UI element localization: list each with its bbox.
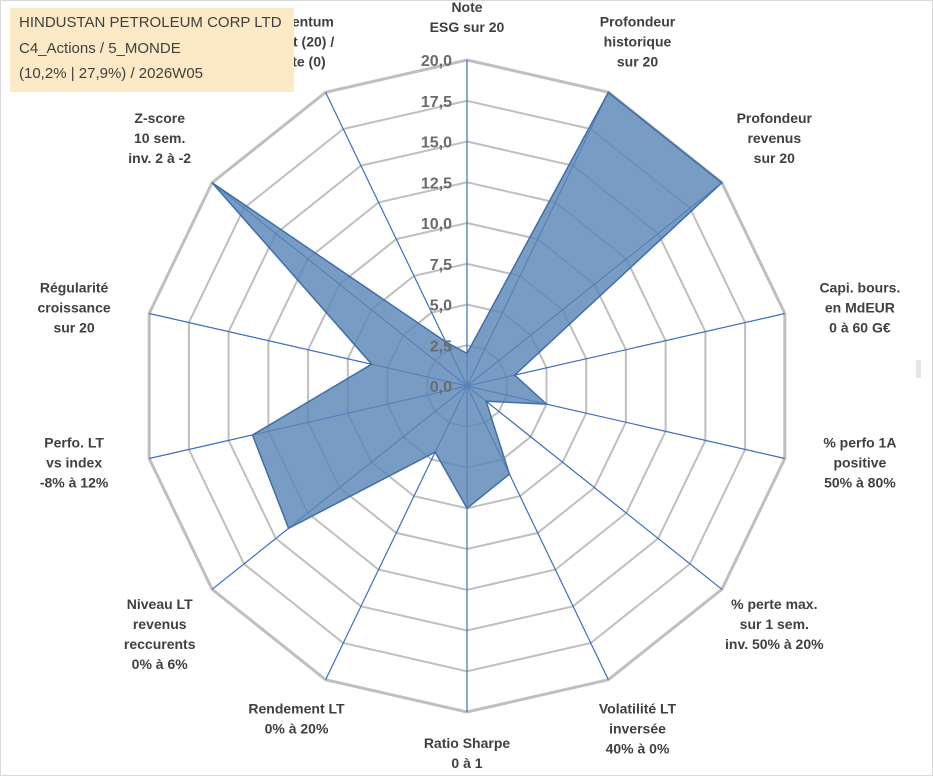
tick-label: 5,0 bbox=[430, 298, 452, 315]
axis-label: Niveau LT revenus reccurents 0% à 6% bbox=[124, 596, 196, 672]
axis-label-line: Z-score bbox=[134, 110, 185, 126]
portfolio-label: C4_Actions / 5_MONDE bbox=[19, 40, 181, 57]
axis-label-line: positive bbox=[833, 454, 886, 470]
axis-label-line: 10 sem. bbox=[134, 130, 185, 146]
axis-label-line: 0% à 6% bbox=[132, 656, 189, 672]
tick-label: 10,0 bbox=[421, 216, 452, 233]
axis-label-line: Ratio Sharpe bbox=[424, 735, 511, 751]
axis-label: Z-score 10 sem. inv. 2 à -2 bbox=[128, 110, 191, 166]
axis-label-line: Profondeur bbox=[600, 14, 676, 30]
axis-label-line: historique bbox=[604, 34, 672, 50]
axis-spoke bbox=[325, 92, 468, 387]
axis-label-line: 0% à 20% bbox=[265, 721, 329, 737]
radar-series bbox=[211, 91, 724, 530]
axis-label-line: sur 20 bbox=[53, 320, 94, 336]
data-point bbox=[508, 473, 510, 475]
data-point bbox=[288, 527, 290, 529]
axis-label-line: -8% à 12% bbox=[40, 474, 109, 490]
axis-label-line: 0 à 1 bbox=[451, 755, 482, 771]
axis-label-line: Volatilité LT bbox=[599, 701, 677, 717]
axis-label-line: en MdEUR bbox=[825, 300, 895, 316]
data-point bbox=[721, 182, 723, 184]
axis-label: Rendement LT 0% à 20% bbox=[248, 701, 345, 737]
axis-label-line: % perte max. bbox=[731, 596, 817, 612]
axis-label-line: 0 à 60 G€ bbox=[829, 320, 891, 336]
tick-label: 12,5 bbox=[421, 175, 452, 192]
data-point bbox=[434, 451, 436, 453]
axis-label-line: ESG sur 20 bbox=[430, 19, 505, 35]
axis-label-line: inv. 2 à -2 bbox=[128, 150, 191, 166]
axis-label-line: inversée bbox=[609, 721, 666, 737]
axis-label-line: revenus bbox=[747, 130, 801, 146]
data-point bbox=[607, 91, 609, 93]
axis-label-line: 50% à 80% bbox=[824, 474, 896, 490]
axis-label-line: Régularité bbox=[40, 280, 109, 296]
axis-label-line: Rendement LT bbox=[248, 701, 345, 717]
axis-label-line: Capi. bours. bbox=[819, 280, 900, 296]
axis-label-line: % perfo 1A bbox=[823, 434, 896, 450]
scroll-handle[interactable] bbox=[916, 360, 921, 378]
axis-label: Perfo. LT vs index -8% à 12% bbox=[40, 434, 109, 490]
axis-label: Profondeur historique sur 20 bbox=[600, 14, 676, 70]
axis-label-line: sur 20 bbox=[617, 54, 658, 70]
axis-label: % perte max. sur 1 sem. inv. 50% à 20% bbox=[725, 596, 824, 652]
axis-label-line: sur 20 bbox=[754, 150, 795, 166]
data-point bbox=[485, 400, 487, 402]
data-point bbox=[466, 352, 468, 354]
axis-label: Capi. bours. en MdEUR 0 à 60 G€ bbox=[819, 280, 900, 336]
axis-label-line: 40% à 0% bbox=[606, 741, 670, 757]
data-point bbox=[371, 363, 373, 365]
axis-label: Ratio Sharpe 0 à 1 bbox=[424, 735, 511, 771]
axis-label-line: croissance bbox=[38, 300, 111, 316]
tick-label: 7,5 bbox=[430, 257, 452, 274]
axis-label-line: sur 1 sem. bbox=[740, 616, 809, 632]
data-point bbox=[252, 434, 253, 436]
data-point bbox=[466, 507, 468, 509]
tick-label: 20,0 bbox=[421, 53, 452, 70]
axis-label: Volatilité LT inversée 40% à 0% bbox=[599, 701, 677, 757]
axis-label: Régularité croissance sur 20 bbox=[38, 280, 111, 336]
data-point bbox=[514, 374, 516, 376]
data-point bbox=[445, 341, 447, 343]
axis-label: Note ESG sur 20 bbox=[430, 0, 505, 35]
axis-label-line: vs index bbox=[46, 454, 102, 470]
axis-label-line: revenus bbox=[133, 616, 187, 632]
radial-tick-labels: 0,0 2,5 5,0 7,5 10,0 12,5 15,0 17,5 20,0 bbox=[421, 53, 452, 396]
tick-label: 15,0 bbox=[421, 135, 452, 152]
axis-label: Profondeur revenus sur 20 bbox=[737, 110, 813, 166]
tick-label: 2,5 bbox=[430, 338, 452, 355]
axis-label-line: Profondeur bbox=[737, 110, 813, 126]
axis-label-line: Perfo. LT bbox=[44, 434, 104, 450]
axis-label-line: Note bbox=[451, 0, 482, 15]
tick-label: 17,5 bbox=[421, 94, 452, 111]
company-name: HINDUSTAN PETROLEUM CORP LTD bbox=[19, 14, 282, 31]
info-box: HINDUSTAN PETROLEUM CORP LTD C4_Actions … bbox=[10, 8, 294, 92]
axis-label-line: inv. 50% à 20% bbox=[725, 636, 824, 652]
axis-label-line: reccurents bbox=[124, 636, 196, 652]
performance-stats: (10,2% | 27,9%) / 2026W05 bbox=[19, 65, 203, 82]
axis-label-line: Niveau LT bbox=[127, 596, 193, 612]
data-point bbox=[211, 182, 213, 184]
axis-spoke bbox=[466, 385, 723, 590]
axis-spoke bbox=[466, 312, 785, 387]
data-point bbox=[546, 403, 547, 405]
axis-label: % perfo 1A positive 50% à 80% bbox=[823, 434, 896, 490]
tick-label: 0,0 bbox=[430, 379, 452, 396]
